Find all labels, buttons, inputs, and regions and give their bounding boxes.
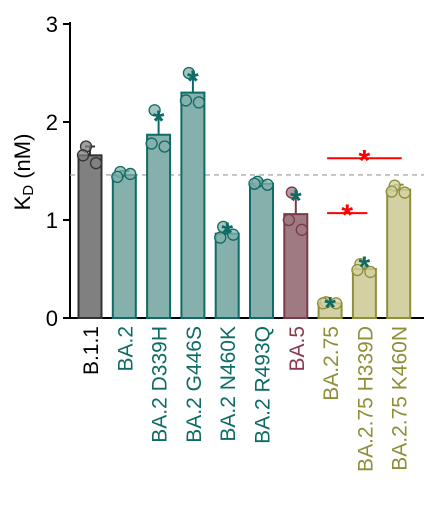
significance-star: *	[324, 291, 336, 324]
significance-star: *	[187, 65, 199, 98]
category-label: BA.5	[286, 326, 309, 372]
data-point	[182, 66, 196, 80]
category-label: BA.2 G446S	[183, 326, 206, 443]
category-label: B.1.1	[80, 326, 103, 375]
data-point	[179, 94, 193, 107]
data-point	[89, 157, 103, 170]
bar	[386, 188, 412, 319]
data-point	[158, 140, 171, 153]
data-point	[261, 178, 274, 191]
data-point	[192, 96, 206, 109]
category-label: BA.2 D339H	[149, 326, 172, 443]
data-point	[282, 213, 295, 227]
data-point	[329, 297, 343, 310]
data-point	[111, 170, 124, 184]
data-point	[148, 104, 161, 117]
y-tick-label: 1	[46, 208, 58, 233]
data-point	[364, 265, 377, 279]
data-point	[295, 223, 308, 236]
category-label: BA.2	[114, 326, 137, 372]
category-label: BA.2.75 K460N	[389, 326, 412, 471]
significance-star: *	[290, 185, 302, 218]
significance-star: *	[221, 217, 233, 250]
data-point	[248, 177, 261, 190]
y-axis-title-unit: (nM)	[10, 134, 35, 185]
y-axis-title-main: K	[10, 195, 35, 210]
y-axis-title-subscript: D	[20, 185, 37, 196]
data-point	[227, 228, 240, 241]
y-tick-label: 2	[46, 110, 58, 135]
category-label: BA.2.75	[320, 326, 343, 401]
data-point	[351, 263, 364, 277]
category-label: BA.2 N460K	[217, 326, 240, 442]
data-point	[145, 137, 158, 150]
category-label: BA.2 R493Q	[252, 326, 275, 444]
data-point	[76, 149, 90, 162]
bar	[180, 91, 206, 319]
significance-star: *	[153, 105, 165, 138]
bar	[111, 173, 137, 319]
y-axis-title: KD (nM)	[10, 134, 37, 211]
data-points	[76, 66, 411, 310]
bar	[146, 133, 172, 319]
data-point	[214, 231, 227, 244]
significance-stars: ******	[153, 65, 371, 324]
bar	[249, 182, 274, 319]
bars	[77, 73, 412, 319]
significance-star: *	[359, 251, 371, 284]
y-tick-label: 0	[46, 306, 58, 331]
category-labels: B.1.1 BA.2 BA.2 D339H BA.2 G446S BA.2 N460K B…	[80, 326, 412, 472]
comparison-star: *	[341, 199, 353, 232]
data-point	[385, 185, 398, 198]
data-point	[124, 167, 137, 181]
comparison-star: *	[359, 144, 371, 177]
category-label: BA.2.75 H339D	[354, 326, 377, 472]
data-point	[316, 297, 330, 310]
bar	[77, 154, 103, 319]
comparison-brackets: **	[327, 144, 402, 232]
data-point	[285, 186, 298, 199]
data-point	[398, 186, 411, 199]
y-tick-label: 3	[46, 12, 58, 37]
